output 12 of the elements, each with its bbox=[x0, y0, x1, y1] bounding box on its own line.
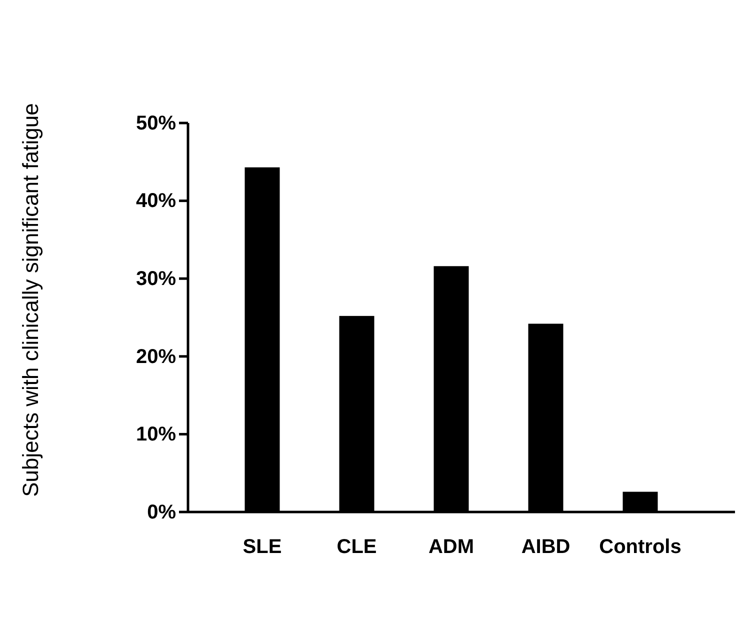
y-tick-label: 40% bbox=[136, 190, 176, 212]
y-tick-label: 0% bbox=[147, 501, 176, 524]
y-tick-label: 50% bbox=[136, 112, 176, 134]
x-tick-label: Controls bbox=[599, 536, 682, 558]
x-tick-label: AIBD bbox=[521, 536, 570, 558]
y-tick-label: 10% bbox=[136, 424, 176, 446]
y-tick-label: 20% bbox=[136, 346, 176, 368]
y-axis-title: Subjects with clinically significant fatigue bbox=[18, 103, 43, 497]
x-tick-label: ADM bbox=[428, 536, 474, 558]
x-tick-label: SLE bbox=[242, 536, 282, 558]
y-tick-label: 30% bbox=[136, 268, 176, 290]
x-tick-label: CLE bbox=[336, 536, 377, 558]
